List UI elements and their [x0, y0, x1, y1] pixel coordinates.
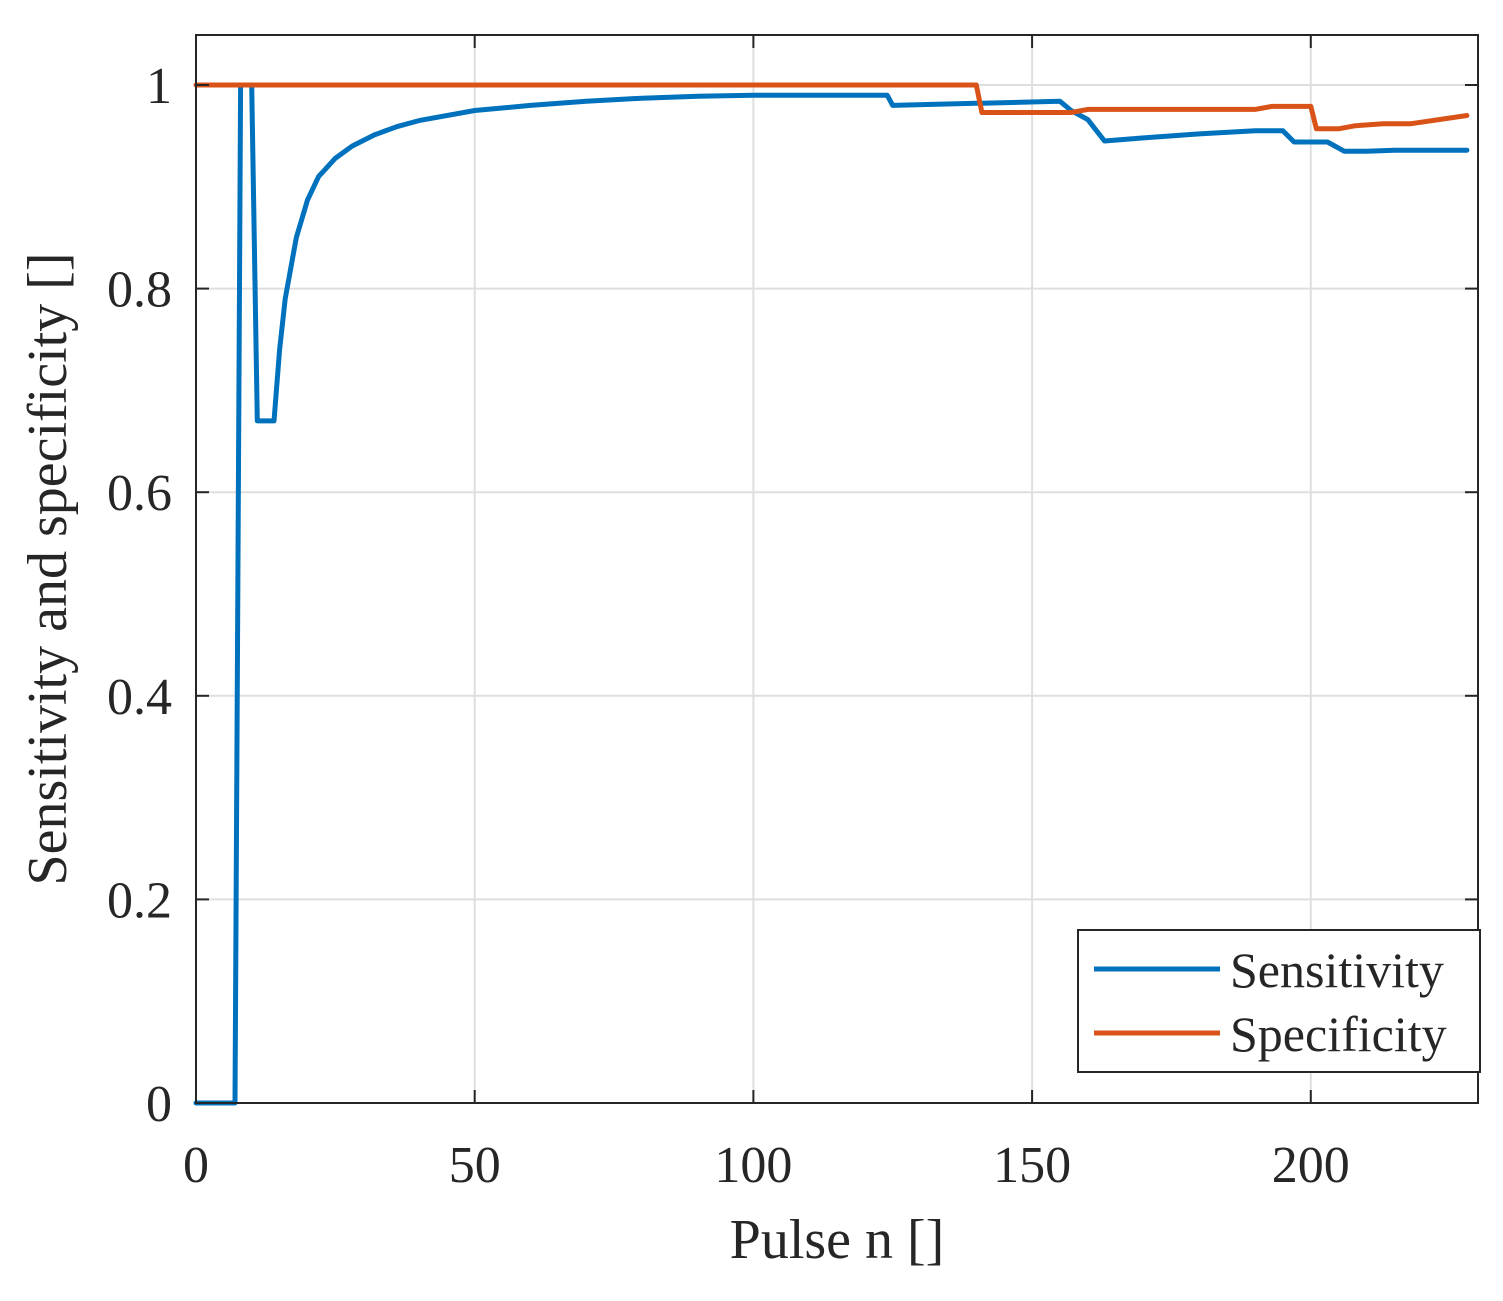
- series-line-specificity: [193, 82, 1470, 132]
- plot-area-background: [196, 35, 1478, 1103]
- ticks: [195, 35, 1478, 1104]
- legend: Sensitivity Specificity: [1077, 929, 1481, 1073]
- x-tick-label: 100: [714, 1137, 792, 1194]
- y-tick-label: 1: [146, 58, 172, 115]
- series-line-sensitivity: [193, 82, 1470, 1106]
- x-tick-labels: 0 50 100 150 200: [183, 1137, 1350, 1194]
- x-tick-label: 0: [183, 1137, 209, 1194]
- series-lines: [193, 82, 1470, 1106]
- x-axis-label: Pulse n []: [730, 1209, 945, 1271]
- legend-label-specificity: Specificity: [1230, 1006, 1447, 1062]
- y-tick-label: 0.6: [107, 465, 172, 522]
- legend-label-sensitivity: Sensitivity: [1230, 942, 1444, 998]
- y-tick-labels: 0 0.2 0.4 0.6 0.8 1: [107, 58, 172, 1133]
- legend-box: [1077, 929, 1481, 1073]
- axes-box: [195, 34, 1479, 1104]
- y-tick-label: 0.8: [107, 262, 172, 319]
- y-tick-label: 0.4: [107, 669, 172, 726]
- x-tick-label: 200: [1272, 1137, 1350, 1194]
- y-tick-label: 0: [146, 1076, 172, 1133]
- y-axis-label: Sensitivity and specificity []: [17, 253, 79, 886]
- x-tick-label: 150: [993, 1137, 1071, 1194]
- y-tick-label: 0.2: [107, 872, 172, 929]
- x-tick-label: 50: [449, 1137, 501, 1194]
